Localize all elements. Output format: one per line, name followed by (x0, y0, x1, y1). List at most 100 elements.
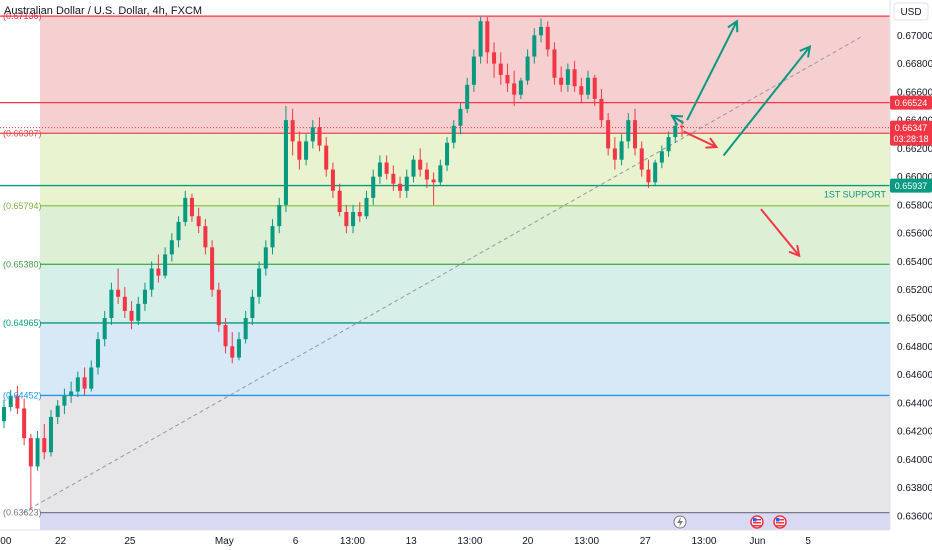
candle (418, 148, 423, 177)
candle (55, 399, 60, 424)
candle (277, 197, 282, 234)
candle (632, 108, 638, 156)
candle (1, 399, 7, 429)
candle (391, 165, 396, 191)
price-tick-label: 0.67000 (897, 31, 932, 42)
time-axis[interactable]: :00 22 25 May 6 13:00 13 13:00 20 13:00 27 13:00 Jun… (0, 536, 811, 547)
current-price-badge (890, 120, 932, 146)
price-badge-label: 0.65937 (895, 181, 928, 191)
candle (518, 77, 523, 99)
time-tick-label: 13 (406, 536, 418, 547)
candle (216, 282, 221, 333)
candle (196, 207, 201, 234)
candle (337, 183, 342, 217)
candle (525, 49, 530, 85)
candle (612, 137, 617, 170)
fib-level-label: (0.64965) (3, 318, 42, 328)
arrow-drawing[interactable] (683, 130, 719, 149)
candle (169, 233, 174, 262)
candle (183, 190, 188, 227)
time-tick-label: 5 (805, 536, 811, 547)
candle (203, 219, 208, 255)
fib-labels: (0.67136) (0.66307) (0.65794) (0.65380) (0.6… (3, 11, 42, 518)
candle (290, 108, 295, 156)
candle (257, 261, 262, 304)
arrow-drawing[interactable] (722, 45, 812, 157)
candle (659, 145, 664, 169)
fib-level-label: (0.65380) (3, 259, 42, 269)
candle (324, 137, 329, 177)
us-flag-icon[interactable] (773, 515, 787, 529)
candle (431, 172, 436, 205)
candle (364, 190, 369, 220)
time-tick-label: May (215, 536, 234, 547)
current-price-value: 0.66347 (895, 123, 928, 133)
fib-band (40, 264, 890, 323)
candle (136, 296, 141, 326)
price-tick-label: 0.64000 (897, 455, 932, 466)
candle (69, 381, 74, 403)
candle (142, 282, 147, 311)
candle (592, 74, 597, 106)
price-tick-label: 0.66000 (897, 172, 932, 183)
chart-title: Australian Dollar / U.S. Dollar, 4h, FXC… (4, 5, 202, 17)
candle (102, 310, 107, 347)
horizontal-lines: 1ST SUPPORT (0, 101, 890, 200)
time-tick-label: 13:00 (457, 536, 482, 547)
candle (89, 360, 94, 392)
candle (411, 155, 416, 183)
candle (109, 282, 114, 326)
time-tick-label: 25 (124, 536, 136, 547)
price-badge (890, 178, 932, 193)
candle (404, 169, 409, 198)
candle (445, 137, 450, 172)
candle (492, 42, 497, 78)
lightning-icon[interactable] (673, 515, 687, 529)
arrow-drawing[interactable] (686, 19, 739, 121)
price-tick-label: 0.63800 (897, 483, 932, 494)
time-tick-label: 27 (640, 536, 652, 547)
candle (451, 120, 456, 149)
candle (223, 318, 228, 354)
candle (304, 134, 309, 166)
candle (351, 204, 356, 234)
time-tick-label: 13:00 (574, 536, 599, 547)
candle (149, 261, 154, 297)
time-tick-label: 6 (293, 536, 299, 547)
arrow-drawing[interactable] (760, 208, 801, 258)
candle (283, 106, 288, 212)
candle (15, 385, 20, 415)
candle (95, 332, 100, 375)
price-tick-label: 0.65600 (897, 229, 932, 240)
candle (270, 219, 275, 255)
candle (371, 169, 376, 205)
currency-button[interactable] (893, 2, 929, 21)
candle (156, 254, 161, 283)
bar-countdown: 03:28:18 (893, 134, 928, 144)
price-badge-label: 0.66524 (895, 98, 928, 108)
candle (619, 134, 624, 166)
projection-arrows[interactable] (670, 19, 812, 258)
candle (606, 113, 611, 156)
time-tick-label: 13:00 (691, 536, 716, 547)
candle (317, 117, 322, 152)
candle (8, 390, 13, 412)
time-tick-label: Jun (749, 536, 765, 547)
price-tick-label: 0.66600 (897, 87, 932, 98)
candle (586, 70, 591, 99)
price-tick-label: 0.65800 (897, 200, 932, 211)
us-flag-icon[interactable] (750, 515, 764, 529)
candle (572, 60, 577, 92)
fib-level-label: (0.63623) (3, 508, 42, 518)
candle (505, 63, 510, 92)
candle (498, 52, 503, 85)
fib-level-label: (0.65794) (3, 201, 42, 211)
candle (42, 424, 47, 460)
price-tick-label: 0.63600 (897, 511, 932, 522)
fib-level-label: (0.67136) (3, 11, 42, 21)
candlesticks (1, 16, 685, 509)
price-tick-label: 0.64400 (897, 398, 932, 409)
arrow-drawing[interactable] (670, 114, 685, 126)
